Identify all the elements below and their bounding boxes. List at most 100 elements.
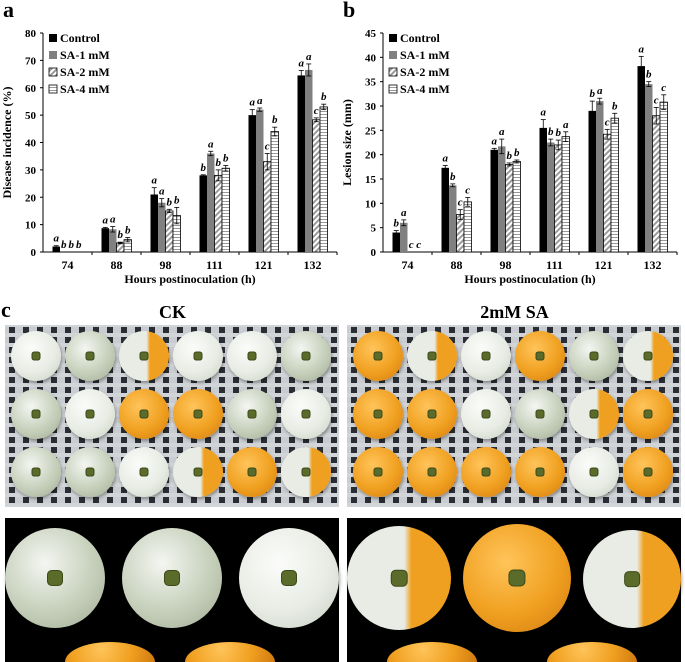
fruit-stem [373,467,383,477]
significance-letter: a [306,51,312,63]
legend-label: SA-2 mM [60,65,110,79]
bar-sa-1-mm [449,185,457,252]
legend-swatch [49,34,57,42]
significance-letter: b [590,88,596,100]
orange-fruit [65,447,115,497]
y-tick-label: 70 [25,55,37,67]
fruit-stem [643,467,653,477]
fruit-stem [139,351,149,361]
significance-letter: a [257,95,263,107]
orange-fruit [515,331,565,381]
legend-label: SA-1 mM [400,48,450,62]
bar-control [101,228,109,252]
bar-sa-2-mm [652,115,661,253]
significance-letter: a [401,207,407,219]
y-tick-label: 10 [25,220,37,232]
bar-sa-2-mm [505,163,514,253]
significance-letter: a [492,135,498,147]
fruit-stem [535,409,545,419]
fruit-stem [427,467,437,477]
fruit-stem [535,467,545,477]
bar-sa-1-mm [645,84,653,252]
orange-fruit [353,389,403,439]
x-tick-label: 74 [402,258,414,272]
fruit-stem [589,467,599,477]
bar-sa-2-mm [312,119,321,253]
orange-fruit [353,447,403,497]
x-tick-label: 111 [546,258,563,272]
significance-letter: b [507,150,513,162]
fruit-stem [301,409,311,419]
bar-control [52,246,60,252]
x-axis-title: Hours postinoculation (h) [124,272,255,286]
significance-letter: b [612,100,618,112]
fruit-stem [47,570,63,586]
bar-sa-1-mm [256,109,264,253]
panel-label-b: b [343,0,356,22]
significance-letter: a [159,186,165,198]
orange-fruit [11,389,61,439]
legend-label: Control [60,31,100,45]
orange-fruit [347,526,451,630]
orange-fruit [173,447,223,497]
bar-sa-1-mm [498,146,506,252]
bar-sa-1-mm [596,101,604,252]
significance-letter: a [110,214,116,226]
fruit-stem [31,409,41,419]
y-tick-label: 80 [25,28,37,40]
orange-fruit [119,389,169,439]
significance-letter: a [299,58,305,70]
fruit-stem [481,351,491,361]
x-axis-title: Hours postinoculation (h) [464,272,595,286]
orange-fruit [5,528,105,628]
fruit-stem [31,467,41,477]
fruit-stem [508,569,526,587]
significance-letter: c [265,140,270,152]
y-tick-label: 40 [365,52,377,64]
orange-fruit [122,528,222,628]
significance-letter: b [548,126,554,138]
orange-fruit [387,642,477,662]
bar-sa-2-mm [214,174,223,253]
fruit-stem [85,409,95,419]
x-tick-label: 121 [595,258,613,272]
orange-fruit [227,331,277,381]
y-tick-label: 0 [371,247,377,259]
bar-sa-2-mm [603,133,612,253]
y-tick-label: 45 [365,28,377,40]
significance-letter: b [272,114,278,126]
y-axis-title: Lesion size (mm) [340,99,354,186]
orange-fruit [461,389,511,439]
fruit-stem [481,409,491,419]
bar-sa-2-mm [554,144,563,253]
significance-letter: a [152,175,158,187]
y-tick-label: 35 [365,77,377,89]
significance-letter: b [61,239,67,251]
x-tick-label: 132 [304,258,322,272]
orange-fruit [227,389,277,439]
legend-label: SA-2 mM [400,65,450,79]
orange-fruit [11,447,61,497]
bar-sa-4-mm [512,161,521,253]
significance-letter: b [167,196,173,208]
significance-letter: a [639,43,645,55]
panel-label-a: a [3,0,14,22]
photo-ck-crate [5,325,339,507]
photo-sa-crate [347,325,681,507]
significance-letter: b [118,229,124,241]
significance-letter: c [314,105,319,117]
legend-label: SA-4 mM [400,82,450,96]
orange-fruit [119,447,169,497]
y-tick-label: 15 [365,174,377,186]
bar-control [150,194,158,252]
bar-control [392,232,400,252]
y-tick-label: 30 [25,165,37,177]
fruit-stem [139,467,149,477]
fruit-stem [427,351,437,361]
x-tick-label: 74 [62,258,74,272]
y-tick-label: 50 [25,110,37,122]
orange-fruit [65,331,115,381]
bar-sa-1-mm [400,222,408,252]
significance-letter: c [661,82,666,94]
bar-sa-2-mm [263,161,272,253]
